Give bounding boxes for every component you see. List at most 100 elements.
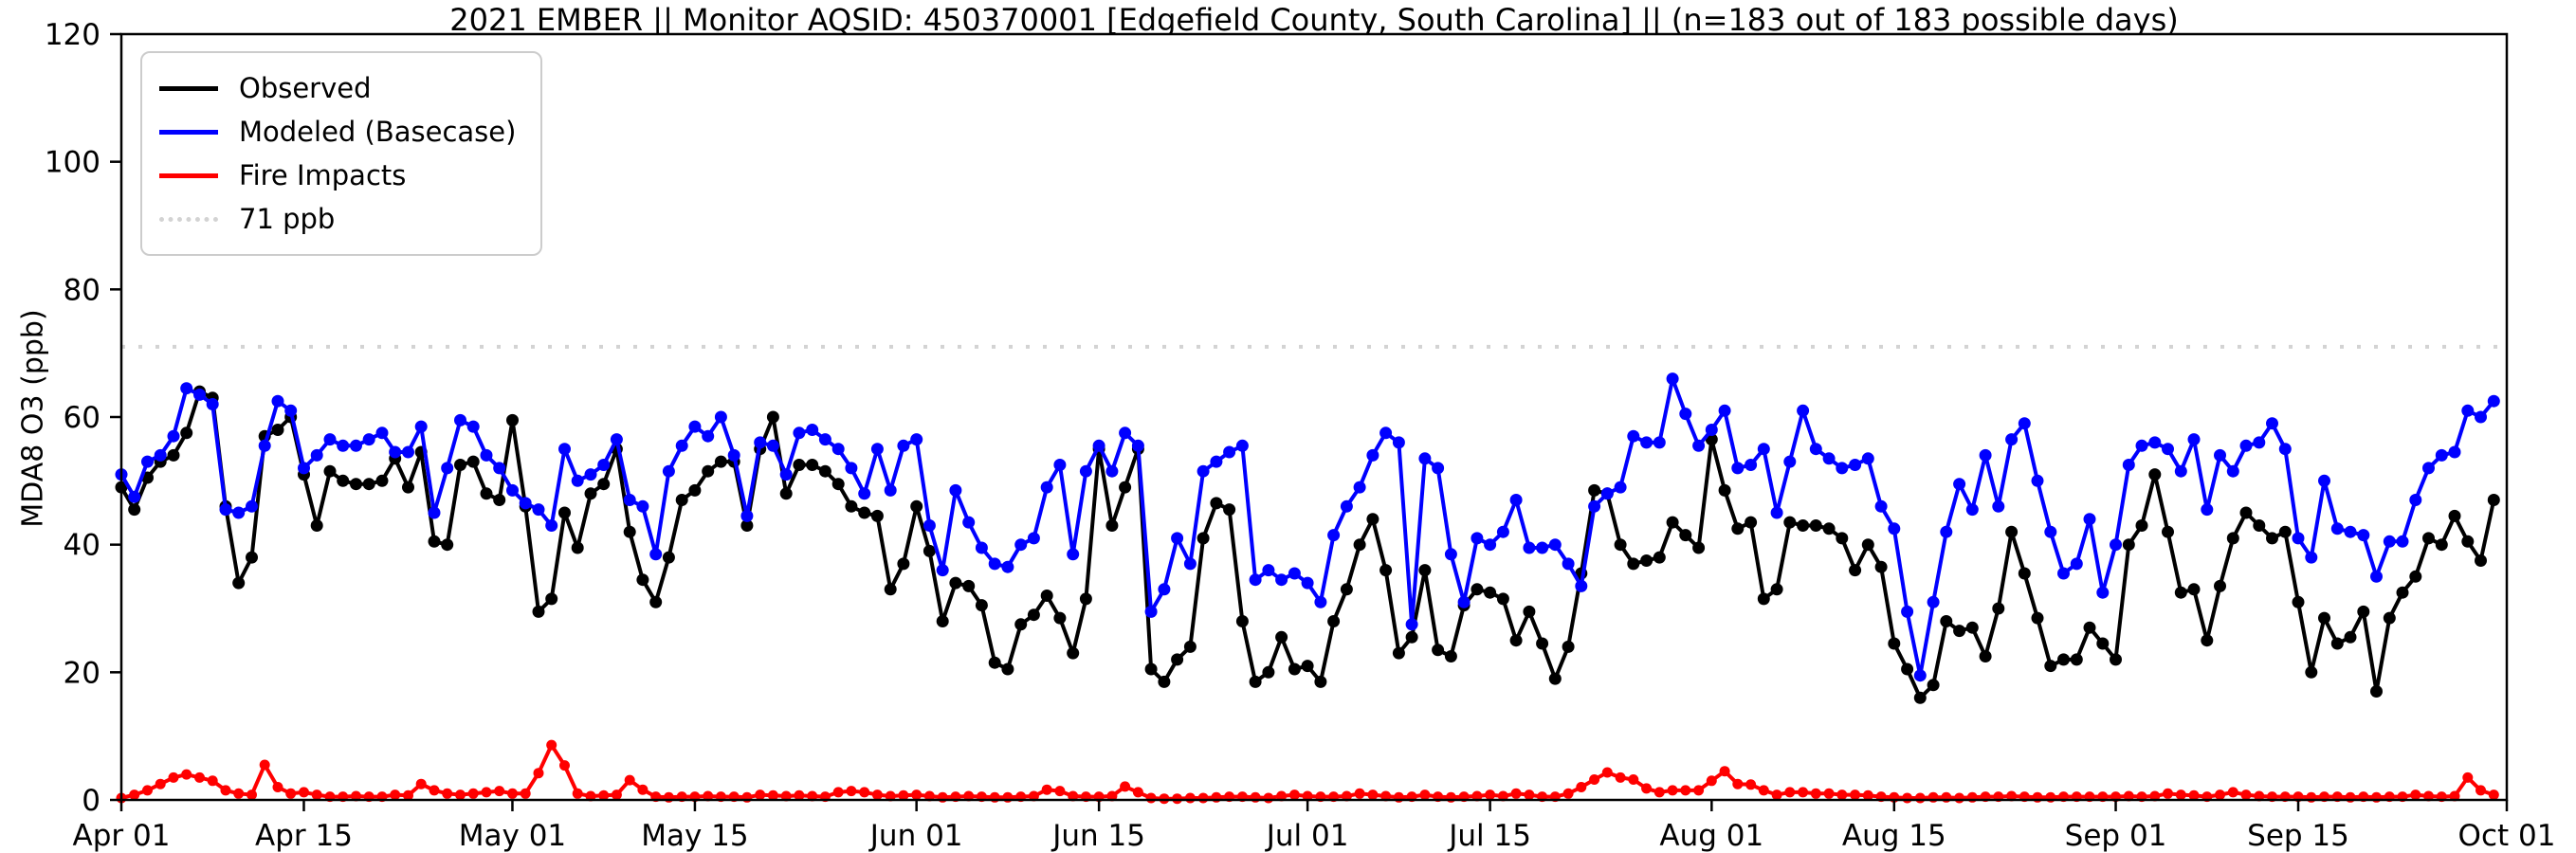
observed-point (793, 459, 806, 471)
modeled-point (1327, 529, 1341, 542)
observed-point (1770, 583, 1783, 596)
observed-point (375, 474, 389, 487)
observed-point (2187, 583, 2201, 596)
legend-item-observed: Observed (159, 66, 516, 110)
observed-point (1418, 564, 1432, 577)
fire-point (1798, 787, 1809, 798)
modeled-point (2083, 513, 2096, 526)
y-tick-label: 40 (64, 529, 100, 563)
observed-point (2083, 621, 2096, 634)
modeled-point (2253, 436, 2266, 449)
observed-point (454, 459, 466, 471)
fire-point (1041, 784, 1052, 795)
observed-point (1953, 625, 1966, 638)
observed-point (1223, 503, 1236, 517)
fire-point (1771, 789, 1782, 801)
fire-point (1902, 792, 1913, 804)
modeled-point (1627, 429, 1640, 443)
modeled-point (1235, 439, 1249, 452)
modeled-point (975, 541, 988, 554)
modeled-point (298, 462, 310, 475)
modeled-point (675, 439, 688, 452)
fire-point (129, 789, 140, 801)
modeled-point (1901, 605, 1914, 618)
observed-point (545, 592, 558, 606)
observed-point (1353, 538, 1366, 552)
fire-point (1784, 787, 1796, 798)
modeled-point (532, 503, 545, 517)
modeled-point (1783, 455, 1797, 468)
observed-point (441, 538, 454, 552)
modeled-point (1079, 464, 1092, 478)
observed-point (128, 503, 141, 517)
x-tick-label: May 15 (641, 819, 748, 853)
x-tick-label: May 01 (459, 819, 566, 853)
fire-point (1159, 793, 1170, 805)
observed-point (831, 478, 845, 491)
observed-point (1822, 522, 1836, 535)
fire-point (481, 787, 492, 798)
modeled-point (793, 426, 806, 440)
observed-point (1379, 564, 1393, 577)
observed-point (2005, 525, 2019, 538)
observed-point (1888, 637, 1901, 650)
modeled-point (2318, 474, 2330, 487)
modeled-point (884, 483, 897, 497)
observed-point (702, 464, 715, 478)
legend-item-threshold: 71 ppb (159, 197, 516, 241)
observed-point (2174, 586, 2187, 599)
modeled-point (870, 443, 884, 456)
observed-point (480, 487, 493, 500)
observed-point (714, 455, 727, 468)
modeled-point (2461, 404, 2475, 417)
observed-point (806, 459, 819, 471)
modeled-point (2135, 439, 2148, 452)
modeled-point (454, 413, 466, 426)
modeled-point (2031, 474, 2044, 487)
observed-point (818, 464, 831, 478)
legend-label-modeled: Modeled (Basecase) (239, 116, 517, 148)
observed-point (1405, 630, 1418, 644)
fire-point (1510, 788, 1522, 799)
fire-point (390, 789, 401, 801)
fire-point (2488, 789, 2499, 801)
observed-point (180, 426, 193, 440)
modeled-point (1105, 464, 1119, 478)
modeled-point (1770, 506, 1783, 519)
modeled-point (2174, 464, 2187, 478)
modeled-point (779, 468, 793, 481)
observed-point (779, 487, 793, 500)
modeled-point (571, 474, 584, 487)
modeled-point (1288, 567, 1301, 580)
observed-point (323, 464, 337, 478)
modeled-point (727, 448, 740, 462)
observed-point (870, 509, 884, 522)
fire-point (233, 788, 245, 799)
observed-point (532, 605, 545, 618)
fire-point (911, 789, 923, 801)
y-tick-label: 120 (45, 18, 100, 52)
legend: Observed Modeled (Basecase) Fire Impacts… (140, 51, 543, 256)
fire-point (2410, 789, 2421, 801)
modeled-point (2278, 443, 2292, 456)
modeled-point (2018, 417, 2031, 430)
fire-point (2476, 785, 2486, 796)
fire-point (546, 739, 557, 751)
modeled-point (897, 439, 910, 452)
observed-point (1444, 650, 1457, 662)
fire-point (507, 788, 518, 799)
modeled-point (1849, 459, 1862, 471)
observed-point (2318, 611, 2330, 625)
fire-point (559, 760, 570, 771)
y-tick-label: 20 (64, 656, 100, 690)
modeled-point (1131, 439, 1144, 452)
observed-point (310, 519, 323, 532)
modeled-point (558, 443, 571, 456)
fire-point (2163, 788, 2173, 799)
fire-point (194, 771, 205, 783)
modeled-line-swatch (159, 129, 218, 135)
observed-point (1001, 662, 1014, 676)
observed-point (1014, 618, 1028, 631)
modeled-point (1210, 455, 1223, 468)
fire-point (1419, 789, 1431, 801)
